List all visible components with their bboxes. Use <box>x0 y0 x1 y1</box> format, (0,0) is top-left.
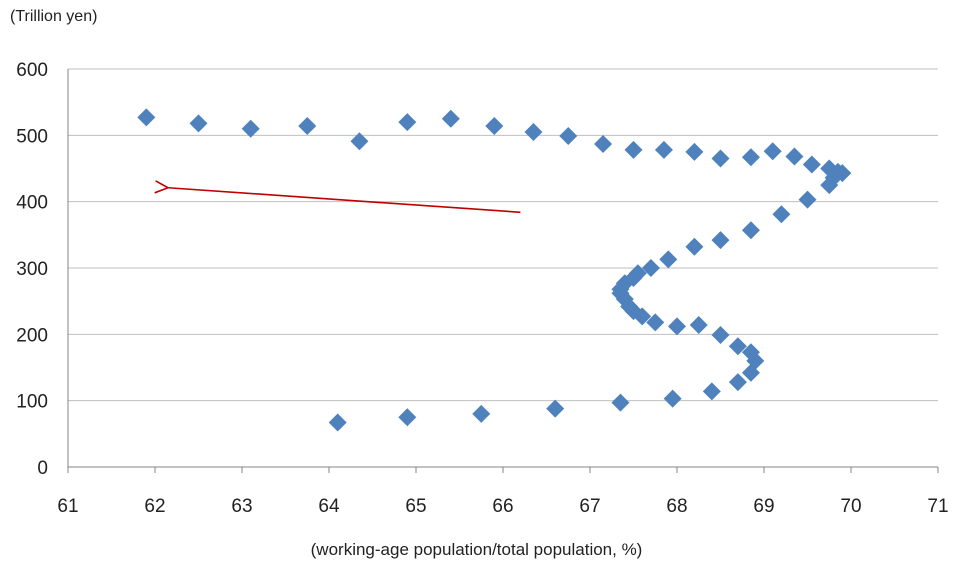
data-point <box>711 325 730 344</box>
data-point <box>711 231 730 250</box>
y-tick-label: 400 <box>16 193 48 214</box>
data-point <box>524 123 543 142</box>
data-point <box>654 140 673 159</box>
data-point <box>668 317 686 336</box>
data-point <box>802 155 821 174</box>
x-tick-label: 64 <box>318 496 340 517</box>
data-point <box>641 259 660 277</box>
data-point <box>441 109 460 128</box>
data-point <box>241 119 260 138</box>
y-tick-label: 600 <box>16 60 48 81</box>
data-point <box>328 413 347 432</box>
x-tick-label: 61 <box>57 496 78 517</box>
data-point <box>741 221 760 240</box>
x-tick-label: 70 <box>840 496 861 517</box>
data-point <box>772 205 791 224</box>
data-point <box>611 393 630 412</box>
y-tick-label: 100 <box>16 392 48 413</box>
data-point <box>559 126 578 145</box>
data-point <box>685 237 704 256</box>
data-point <box>659 250 678 269</box>
y-tick-label: 500 <box>16 126 48 147</box>
data-point <box>663 389 682 408</box>
data-point <box>350 132 369 151</box>
data-point <box>646 313 665 332</box>
x-tick-label: 69 <box>753 496 774 517</box>
x-tick-label: 68 <box>666 496 687 517</box>
data-point <box>711 149 730 168</box>
x-axis-label: (working-age population/total population… <box>310 540 643 559</box>
data-point <box>189 114 208 133</box>
data-point <box>763 142 782 161</box>
data-point <box>798 190 817 209</box>
data-point <box>137 108 156 127</box>
data-point <box>298 117 317 136</box>
y-tick-label: 200 <box>16 325 48 346</box>
data-point <box>546 399 565 418</box>
data-point <box>398 113 417 132</box>
x-tick-label: 66 <box>492 496 513 517</box>
data-point <box>785 147 804 166</box>
y-tick-label: 0 <box>37 458 48 479</box>
data-point <box>741 343 760 362</box>
trend-arrow <box>168 188 521 214</box>
data-point <box>594 134 613 153</box>
data-point <box>685 142 704 161</box>
data-point <box>702 382 721 401</box>
x-tick-label: 63 <box>231 496 252 517</box>
x-tick-label: 67 <box>579 496 600 517</box>
data-point <box>398 408 417 427</box>
data-point <box>628 264 647 283</box>
data-point <box>689 316 708 335</box>
x-tick-label: 65 <box>405 496 426 517</box>
data-point <box>820 159 839 178</box>
data-point <box>472 404 491 423</box>
data-point <box>741 148 760 167</box>
y-axis-label: (Trillion yen) <box>10 8 98 25</box>
data-point <box>728 373 747 392</box>
y-tick-label: 300 <box>16 259 48 280</box>
data-point <box>485 117 504 136</box>
data-point <box>624 140 643 159</box>
x-tick-label: 71 <box>927 496 948 517</box>
data-point <box>728 337 747 356</box>
x-tick-label: 62 <box>144 496 165 517</box>
